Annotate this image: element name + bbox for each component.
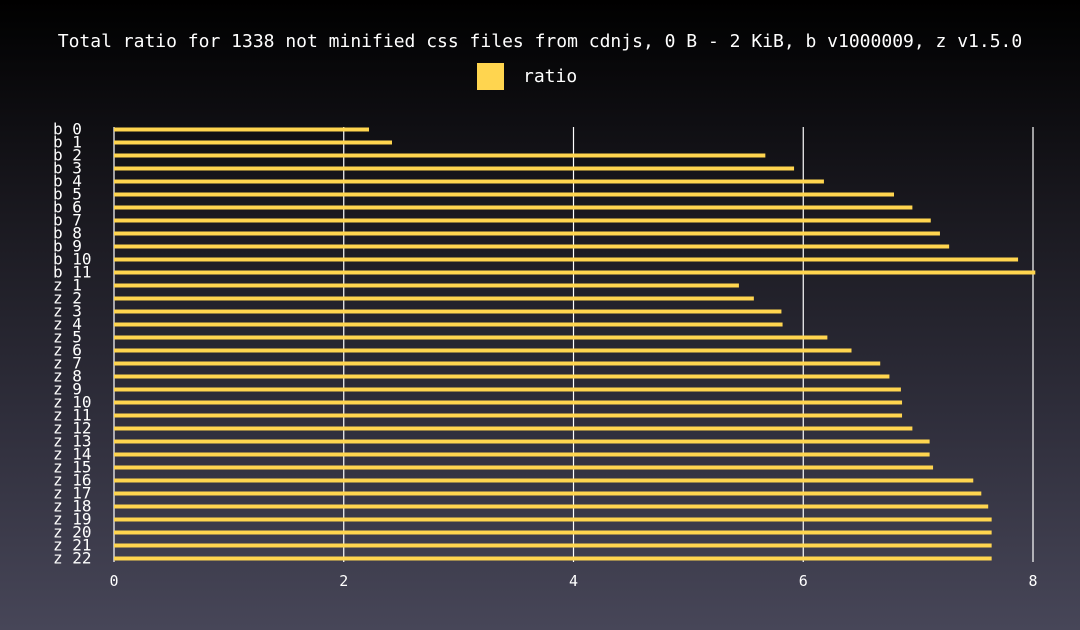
- x-tick-label: 4: [569, 572, 578, 590]
- x-tick-label: 8: [1028, 572, 1037, 590]
- bar: [114, 504, 989, 509]
- category-label: z 4: [53, 315, 82, 334]
- category-label: b 0: [53, 120, 82, 139]
- bar: [114, 491, 982, 496]
- bar: [114, 387, 901, 392]
- category-label: z 15: [53, 458, 92, 477]
- x-tick-label: 6: [799, 572, 808, 590]
- bar: [114, 413, 903, 418]
- category-label: z 16: [53, 471, 92, 490]
- bar: [114, 543, 992, 548]
- bar: [114, 205, 913, 210]
- x-tick-label: 0: [109, 572, 118, 590]
- category-label: z 17: [53, 484, 92, 503]
- x-tick-label: 2: [339, 572, 348, 590]
- bar: [114, 166, 795, 171]
- category-label: b 1: [53, 133, 82, 152]
- category-label: b 6: [53, 198, 82, 217]
- category-label: z 12: [53, 419, 92, 438]
- x-axis-ticks: 0 2 4 6 8: [109, 572, 1037, 590]
- bar: [114, 283, 739, 288]
- bar: [114, 309, 782, 314]
- category-label: z 18: [53, 497, 92, 516]
- category-label: z 7: [53, 354, 82, 373]
- category-label: z 3: [53, 302, 82, 321]
- category-label: z 21: [53, 536, 92, 555]
- bar: [114, 270, 1036, 275]
- bar: [114, 231, 940, 236]
- bar: [114, 296, 754, 301]
- legend-label: ratio: [523, 66, 577, 87]
- bar: [114, 335, 828, 340]
- bar: [114, 192, 895, 197]
- category-label: z 19: [53, 510, 92, 529]
- bar: [114, 140, 392, 145]
- category-label: b 3: [53, 159, 82, 178]
- category-label: b 11: [53, 263, 92, 282]
- category-label: z 11: [53, 406, 92, 425]
- bar: [114, 127, 370, 132]
- category-label: z 2: [53, 289, 82, 308]
- bar: [114, 478, 974, 483]
- bars: [114, 127, 1036, 561]
- bar: [114, 530, 992, 535]
- gridlines: [113, 127, 1034, 562]
- bar: [114, 322, 783, 327]
- bar: [114, 257, 1019, 262]
- bar: [114, 218, 931, 223]
- bar: [114, 426, 913, 431]
- legend: ratio: [477, 63, 577, 90]
- category-label: b 7: [53, 211, 82, 230]
- bar: [114, 452, 930, 457]
- bar: [114, 400, 903, 405]
- category-label: z 8: [53, 367, 82, 386]
- legend-swatch: [477, 63, 504, 90]
- bar: [114, 179, 824, 184]
- bar: [114, 465, 934, 470]
- category-label: z 22: [53, 549, 92, 568]
- category-label: z 13: [53, 432, 92, 451]
- bar: [114, 556, 992, 561]
- category-label: b 5: [53, 185, 82, 204]
- bar: [114, 374, 890, 379]
- bar: [114, 348, 852, 353]
- category-label: z 20: [53, 523, 92, 542]
- category-label: b 9: [53, 237, 82, 256]
- bar: [114, 439, 930, 444]
- category-label: b 4: [53, 172, 82, 191]
- category-label: z 5: [53, 328, 82, 347]
- category-labels: b 0b 1b 2b 3b 4b 5b 6b 7b 8b 9b 10b 11z …: [53, 120, 92, 568]
- bar: [114, 361, 881, 366]
- bar: [114, 517, 992, 522]
- category-label: b 8: [53, 224, 82, 243]
- category-label: z 6: [53, 341, 82, 360]
- chart-title: Total ratio for 1338 not minified css fi…: [58, 31, 1023, 52]
- bar: [114, 244, 950, 249]
- bar: [114, 153, 766, 158]
- category-label: z 9: [53, 380, 82, 399]
- category-label: z 10: [53, 393, 92, 412]
- category-label: z 14: [53, 445, 92, 464]
- category-label: b 10: [53, 250, 92, 269]
- category-label: z 1: [53, 276, 82, 295]
- category-label: b 2: [53, 146, 82, 165]
